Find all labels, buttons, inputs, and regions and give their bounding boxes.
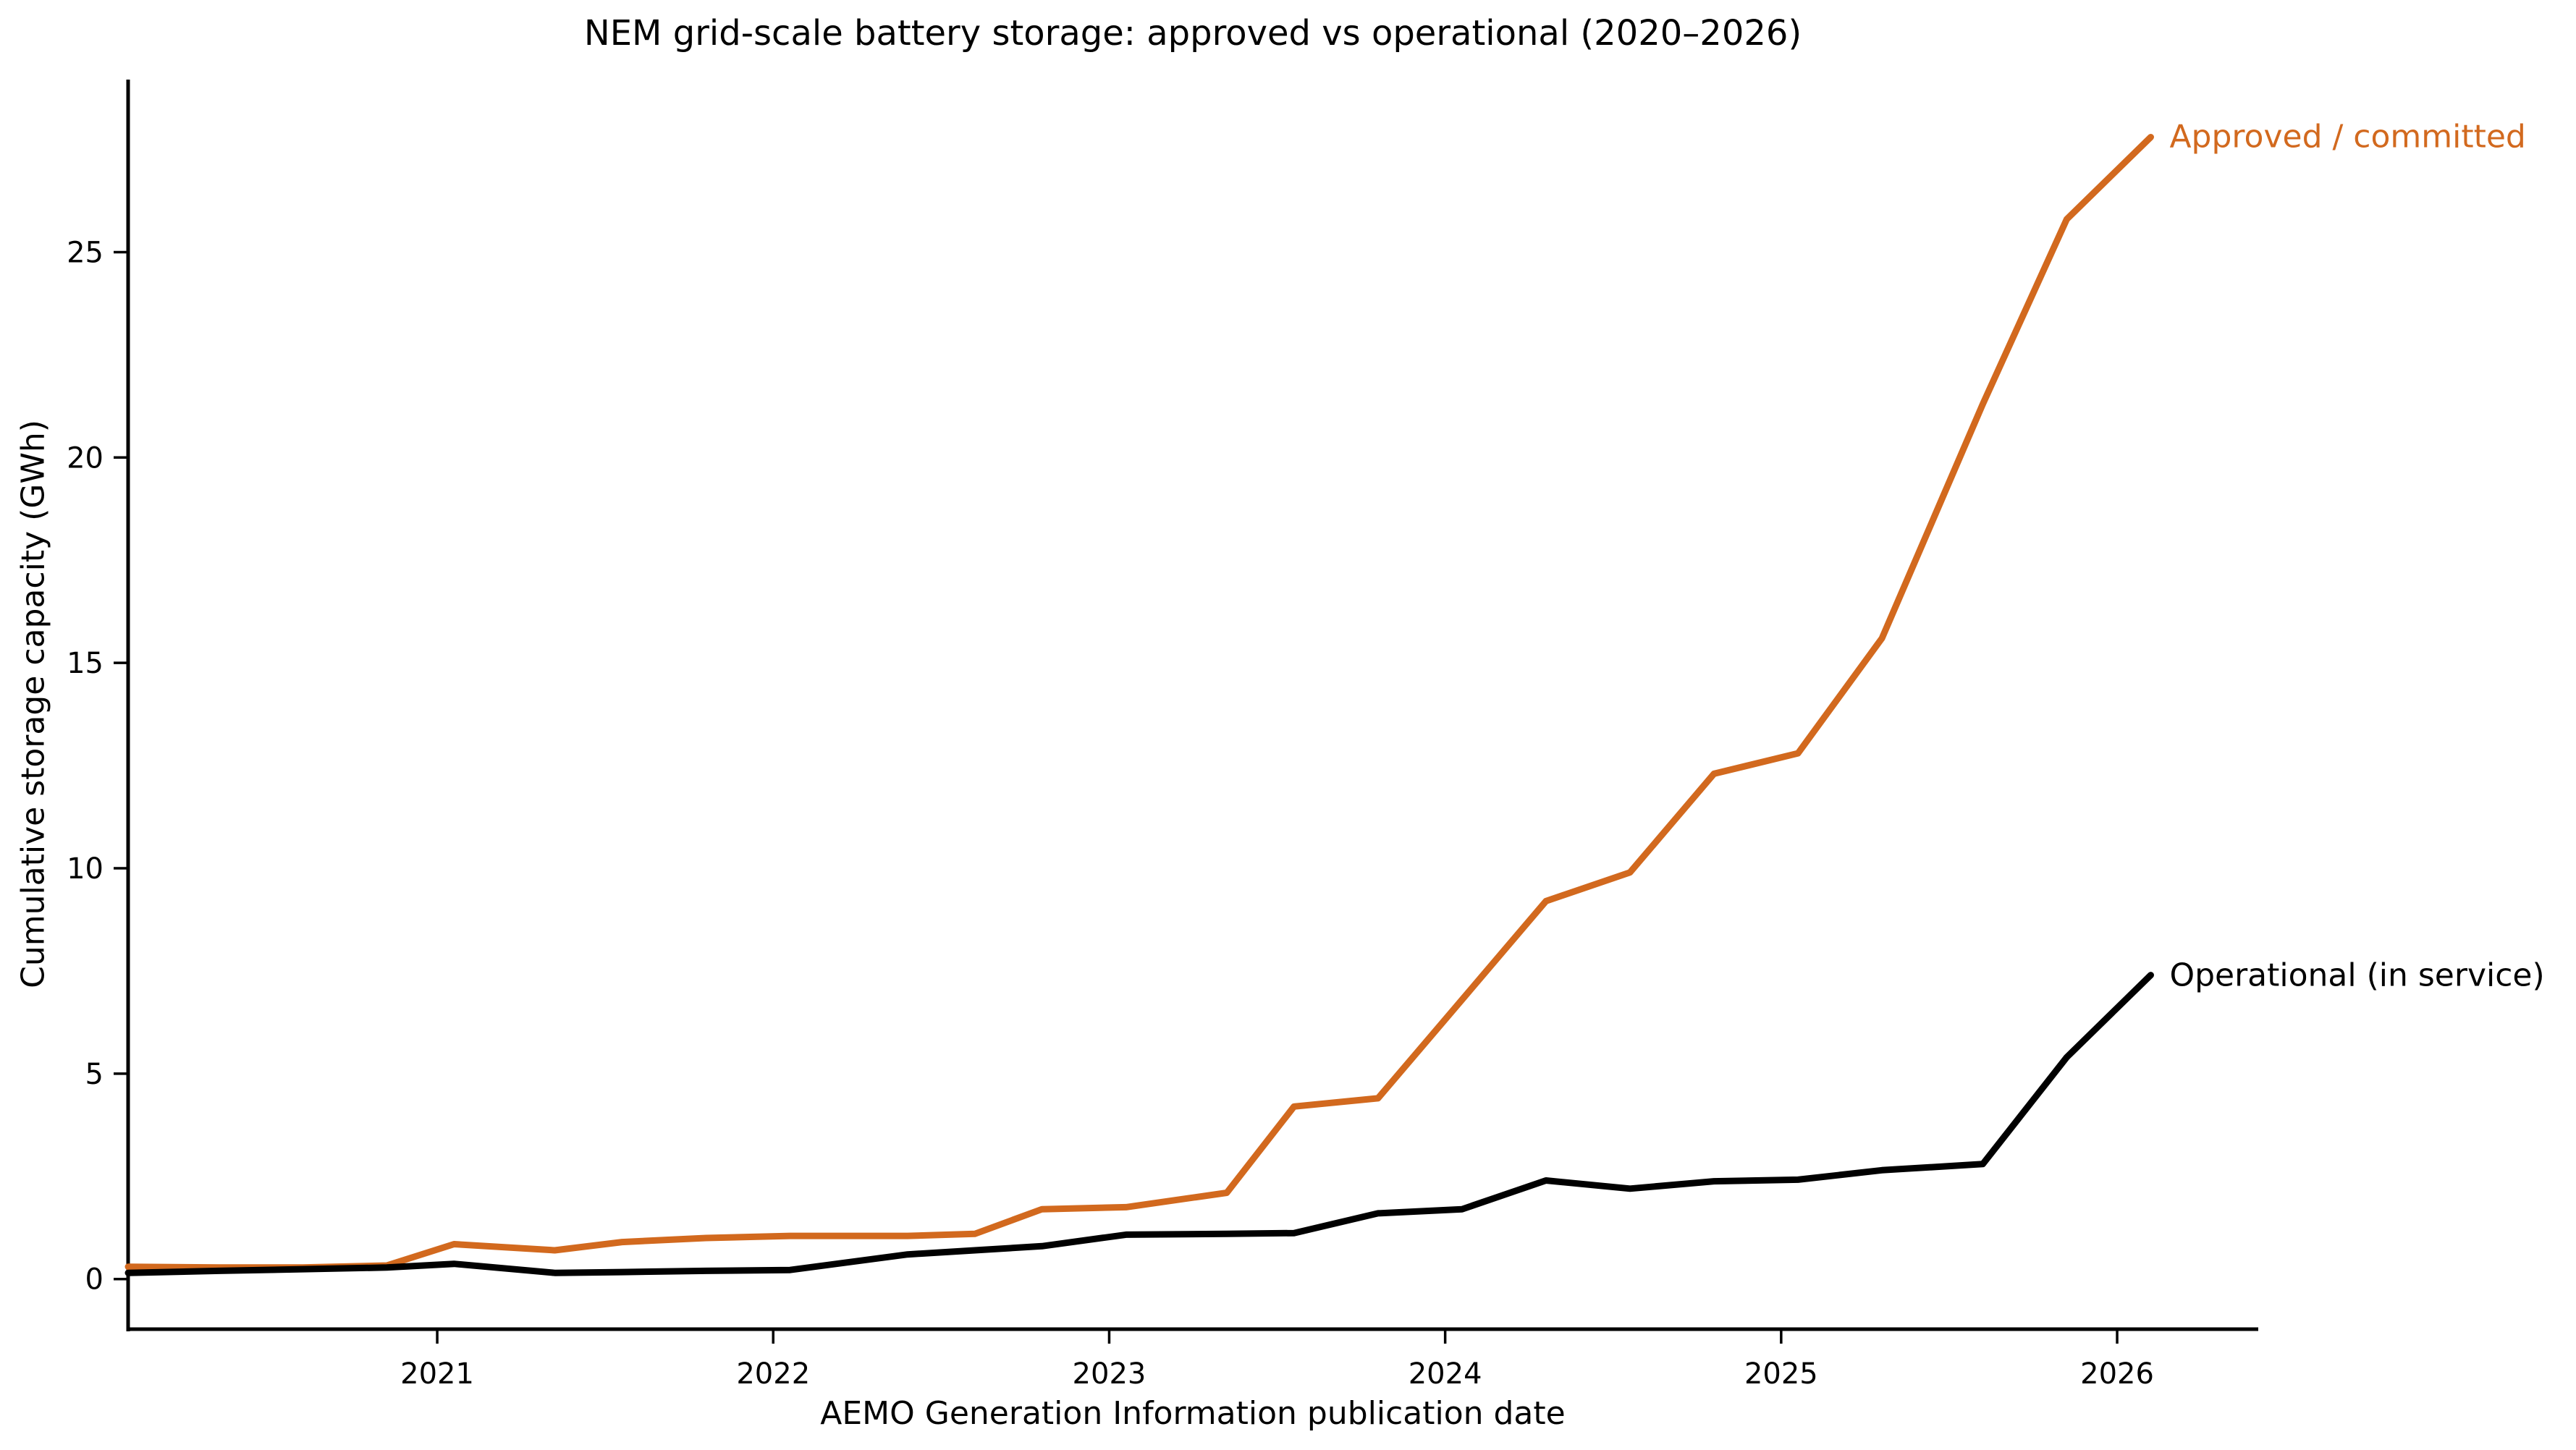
x-tick-label: 2022: [736, 1357, 810, 1391]
y-axis-label: Cumulative storage capacity (GWh): [14, 420, 52, 988]
series-line-operational-in-service: [124, 972, 2154, 1276]
y-tick-label: 0: [85, 1263, 104, 1297]
x-axis-label: AEMO Generation Information publication …: [820, 1395, 1566, 1432]
y-tick-label: 20: [67, 441, 104, 475]
chart-title: NEM grid-scale battery storage: approved…: [583, 13, 1802, 54]
y-tick-label: 25: [67, 236, 104, 269]
y-tick-label: 10: [67, 852, 104, 886]
x-tick-label: 2026: [2080, 1357, 2154, 1391]
x-tick-label: 2021: [400, 1357, 474, 1391]
y-tick-label: 15: [67, 647, 104, 680]
x-tick-label: 2025: [1744, 1357, 1818, 1391]
x-tick-label: 2023: [1073, 1357, 1146, 1391]
y-tick-label: 5: [85, 1058, 104, 1091]
operational-series-label: Operational (in service): [2169, 957, 2545, 994]
x-tick-label: 2024: [1409, 1357, 1482, 1391]
approved-series-label: Approved / committed: [2169, 118, 2526, 156]
series-line-approved-committed: [124, 134, 2154, 1271]
